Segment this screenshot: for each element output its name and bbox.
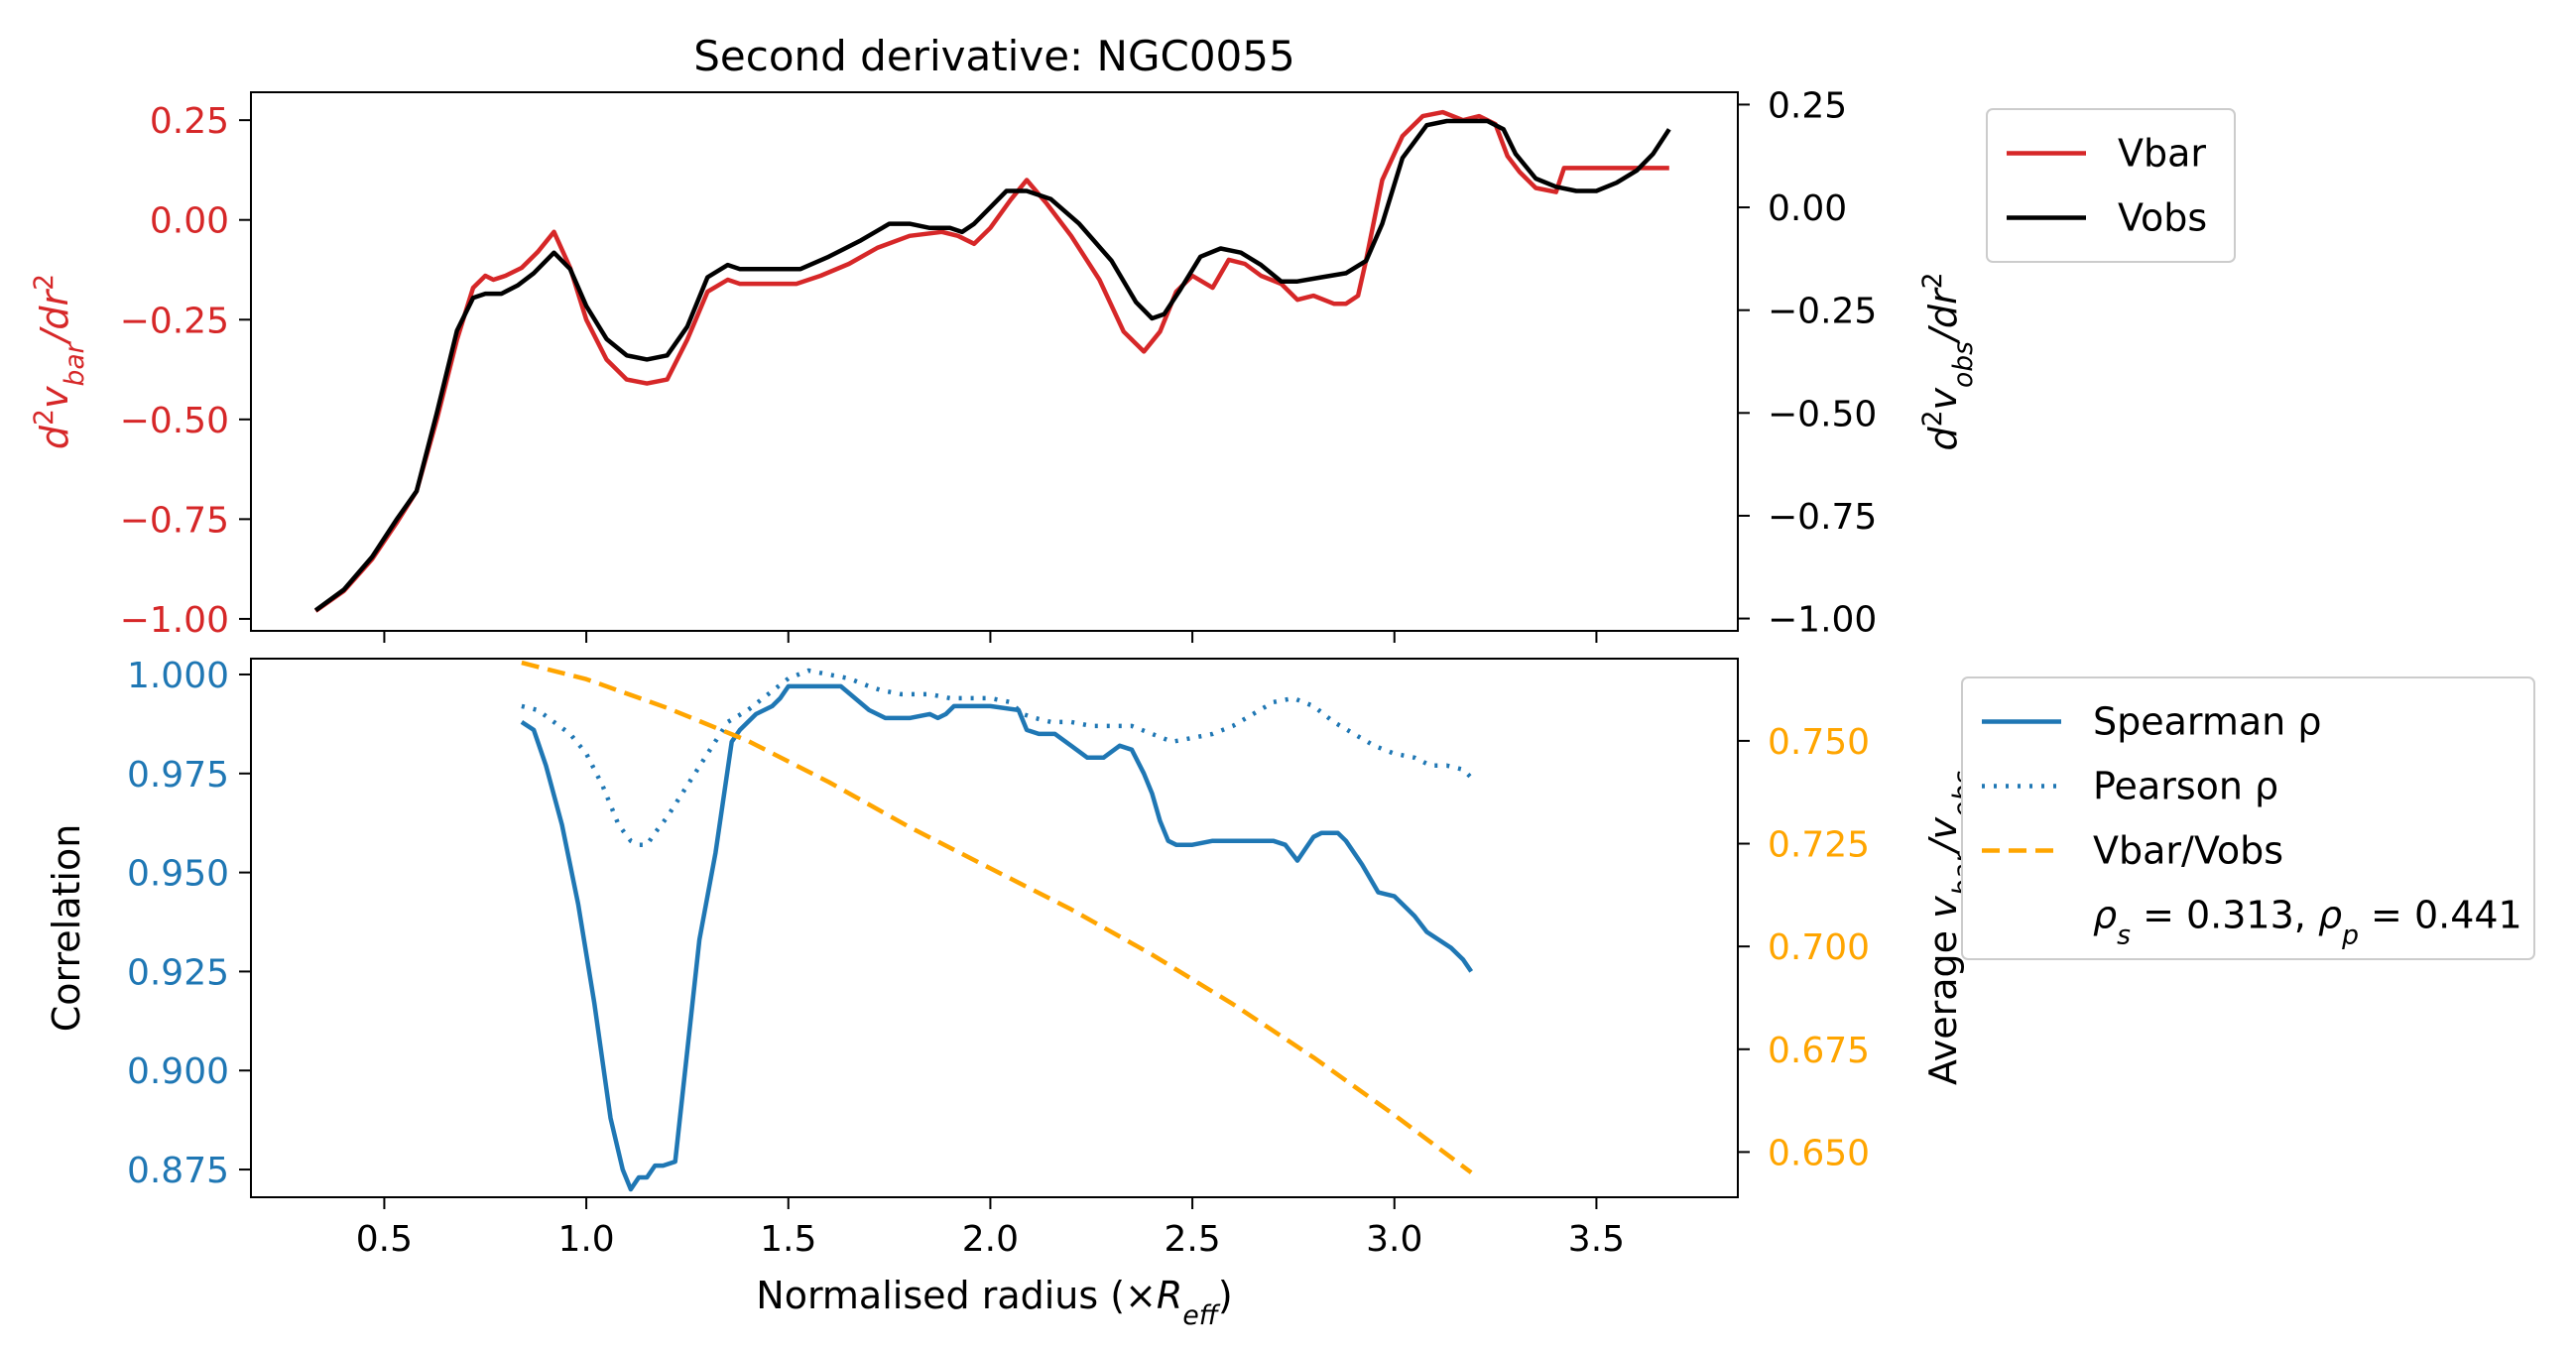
x-tick-label: 2.0 (962, 1219, 1019, 1260)
y-left-tick-label: −1.00 (120, 600, 229, 641)
x-tick-label: 3.5 (1568, 1219, 1625, 1260)
y-right-tick-label: 0.25 (1768, 85, 1847, 126)
series-line-vobs (313, 118, 1671, 613)
axes-frame (250, 658, 1739, 1198)
y-right-tick-label: 0.675 (1768, 1031, 1870, 1071)
axes-frame (250, 91, 1739, 632)
legend-entry: Vbar/Vobs (2093, 829, 2283, 873)
y-right-tick-label: −0.25 (1768, 292, 1877, 332)
legend-box (1986, 108, 2236, 263)
y-left-tick-label: 0.900 (127, 1051, 229, 1092)
y-right-tick-label: 0.725 (1768, 825, 1870, 866)
y-left-tick-label: 1.000 (127, 656, 229, 696)
y-left-tick-label: 0.975 (127, 755, 229, 796)
y-left-tick-label: 0.875 (127, 1151, 229, 1191)
series-line-vbar (313, 109, 1669, 613)
series-line-spearman (520, 683, 1474, 1192)
legend-box (1961, 676, 2535, 960)
y-left-tick-label: 0.25 (150, 101, 229, 142)
y-left-tick-label: 0.950 (127, 854, 229, 895)
y-right-tick-label: −0.75 (1768, 497, 1877, 538)
legend-note: ρs = 0.313, ρp = 0.441 (2093, 894, 2522, 951)
legends: Vbar Vobs Spearman ρ Pearson ρ Vbar/Vobs ρs =… (1961, 108, 2535, 960)
y-right-tick-label: 0.750 (1768, 722, 1870, 763)
x-tick-label: 0.5 (356, 1219, 413, 1260)
x-tick-label: 3.0 (1366, 1219, 1422, 1260)
x-tick-label: 2.5 (1164, 1219, 1220, 1260)
y-left-axis-label: d2vbar/dr2 (29, 274, 90, 449)
bottom-panel: 0.5 1.0 1.5 2.0 2.5 3.0 3.5 0.875 0.900 0.925 0.95… (45, 656, 1979, 1331)
x-tick-label: 1.0 (557, 1219, 614, 1260)
legend-entry: Pearson ρ (2093, 765, 2278, 808)
chart-title: Second derivative: NGC0055 (693, 32, 1294, 80)
x-tick-label: 1.5 (760, 1219, 816, 1260)
series-line-pearson (521, 668, 1477, 847)
y-right-tick-label: 0.00 (1768, 188, 1847, 229)
top-panel: −1.00 −0.75 −0.50 −0.25 0.00 0.25 −1.00 −0.75 −0… (29, 32, 1979, 643)
legend-entry: Vbar (2118, 132, 2206, 176)
y-left-tick-label: −0.75 (120, 500, 229, 541)
legend-entry: Spearman ρ (2093, 700, 2321, 744)
y-right-tick-label: 0.650 (1768, 1133, 1870, 1173)
y-left-tick-label: 0.925 (127, 952, 229, 993)
series-line-vbar-vobs (521, 660, 1473, 1174)
y-right-axis-label: d2vobs/dr2 (1917, 272, 1979, 450)
y-left-tick-label: −0.50 (120, 401, 229, 441)
y-right-tick-label: −1.00 (1768, 600, 1877, 641)
y-left-tick-label: 0.00 (150, 201, 229, 242)
y-right-tick-label: −0.50 (1768, 394, 1877, 434)
y-right-tick-label: 0.700 (1768, 927, 1870, 968)
y-left-axis-label: Correlation (45, 824, 88, 1033)
x-axis-label: Normalised radius (×Reff) (756, 1274, 1232, 1331)
y-left-tick-label: −0.25 (120, 301, 229, 341)
legend-entry: Vobs (2118, 196, 2207, 240)
